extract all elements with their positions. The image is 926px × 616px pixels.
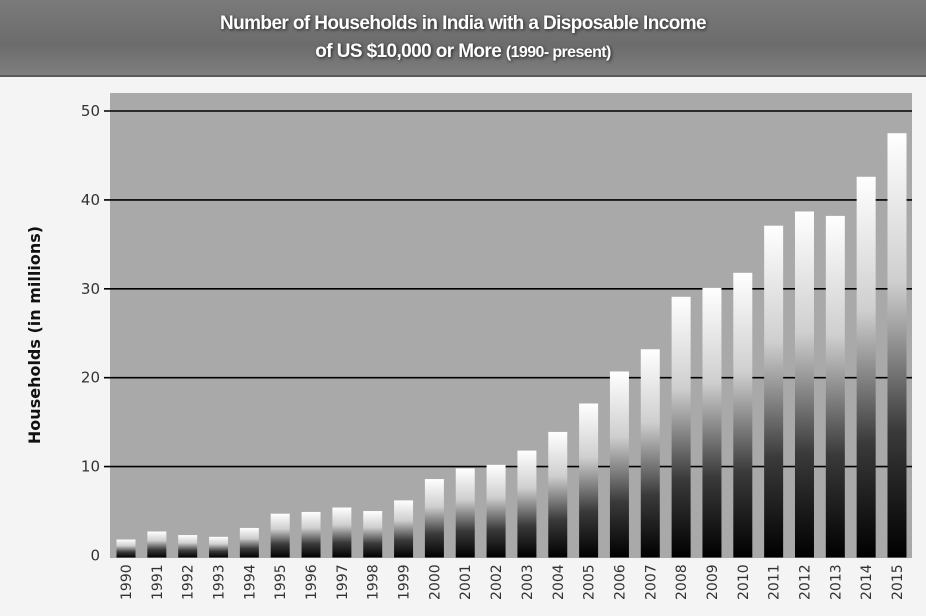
- title-band: [0, 0, 926, 77]
- bar-2012: [794, 211, 814, 558]
- y-tick-label: 0: [90, 547, 100, 565]
- x-tick-label: 2010: [736, 564, 752, 600]
- x-tick-label: 2012: [797, 564, 813, 600]
- y-axis-label: Households (in millions): [25, 226, 44, 444]
- bar-2004: [548, 431, 568, 558]
- bar-2007: [640, 349, 660, 558]
- x-tick-label: 2008: [674, 564, 690, 600]
- bar-1996: [301, 511, 321, 558]
- chart-title: Number of Households in India with a Dis…: [220, 13, 707, 34]
- x-tick-label: 2000: [427, 564, 443, 600]
- chart-title-main: of US $10,000 or More: [315, 41, 502, 62]
- bar-2000: [424, 479, 444, 558]
- bar-2003: [517, 450, 537, 558]
- x-tick-label: 2014: [859, 564, 875, 600]
- bar-1994: [239, 527, 259, 558]
- bar-1991: [147, 531, 167, 558]
- bar-1995: [270, 513, 290, 558]
- x-tick-label: 2015: [890, 564, 906, 600]
- bar-1999: [394, 500, 414, 558]
- x-tick-label: 2009: [705, 564, 721, 600]
- x-tick-label: 1994: [242, 564, 258, 600]
- bar-1993: [209, 536, 229, 558]
- x-tick-label: 2004: [551, 564, 567, 600]
- x-tick-label: 1990: [119, 564, 135, 600]
- bar-2005: [579, 403, 599, 558]
- bar-1992: [178, 535, 198, 558]
- x-tick-label: 2006: [612, 564, 628, 600]
- x-tick-label: 2002: [489, 564, 505, 600]
- y-tick-label: 40: [81, 191, 100, 209]
- x-tick-label: 2007: [643, 564, 659, 600]
- bar-2015: [887, 133, 907, 558]
- x-tick-label: 1999: [397, 564, 413, 600]
- bar-2014: [856, 176, 876, 558]
- y-tick-label: 20: [81, 369, 100, 387]
- bar-1998: [363, 511, 383, 558]
- bar-2008: [671, 296, 691, 558]
- x-tick-label: 1998: [366, 564, 382, 600]
- x-tick-label: 1996: [304, 564, 320, 600]
- x-tick-label: 2013: [828, 564, 844, 600]
- x-tick-label: 2001: [458, 564, 474, 600]
- x-tick-label: 1991: [150, 564, 166, 600]
- bar-2010: [733, 272, 753, 558]
- bar-2006: [609, 371, 629, 558]
- bar-2001: [455, 468, 475, 558]
- chart-title-line2: of US $10,000 or More (1990- present): [0, 41, 926, 63]
- y-tick-label: 50: [81, 102, 100, 120]
- bar-2009: [702, 287, 722, 558]
- bar-2002: [486, 464, 506, 558]
- bar-1990: [116, 539, 136, 558]
- plot-area: [110, 93, 912, 558]
- y-tick-label: 10: [81, 458, 100, 476]
- chart-title-suffix: (1990- present): [505, 44, 611, 61]
- x-tick-label: 1997: [335, 564, 351, 600]
- x-tick-label: 2005: [582, 564, 598, 600]
- x-tick-label: 1992: [181, 564, 197, 600]
- bar-2011: [764, 225, 784, 558]
- x-tick-label: 2011: [767, 564, 783, 600]
- bar-1997: [332, 507, 352, 558]
- x-tick-label: 2003: [520, 564, 536, 600]
- x-tick-label: 1993: [212, 564, 228, 600]
- x-tick-label: 1995: [273, 564, 289, 600]
- bar-2013: [825, 215, 845, 558]
- y-tick-label: 30: [81, 280, 100, 298]
